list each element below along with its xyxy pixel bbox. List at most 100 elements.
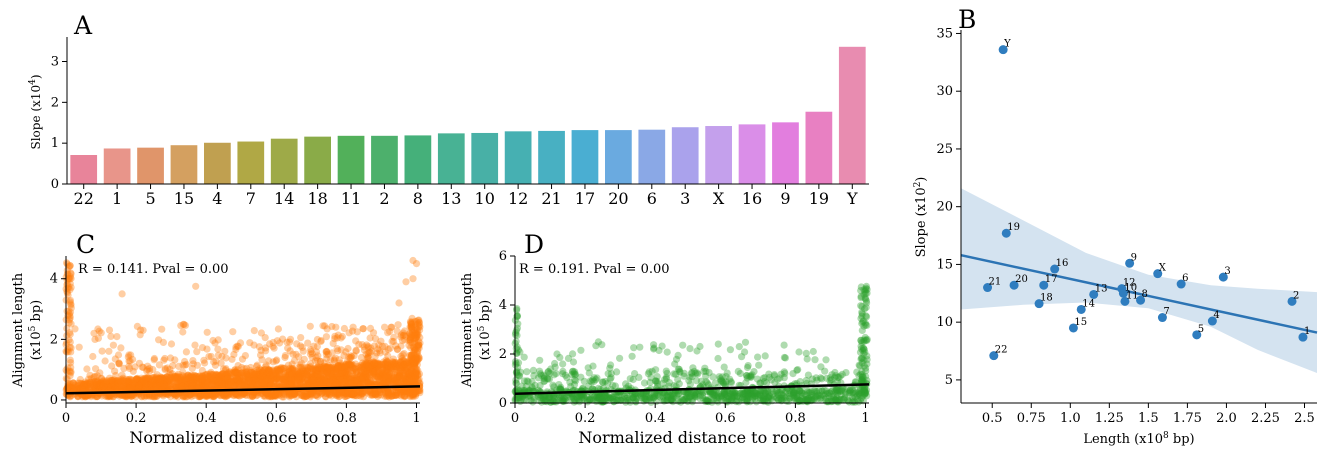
c-point (201, 378, 209, 387)
c-point (379, 366, 387, 374)
c-point (191, 341, 199, 349)
b-xtick-label: 2.0 (1216, 411, 1237, 426)
c-xtick-label: 1 (412, 411, 420, 426)
c-point (228, 355, 236, 363)
c-point (331, 364, 339, 372)
d-point (795, 348, 803, 356)
d-point (553, 350, 561, 358)
c-point (244, 377, 252, 385)
c-point (331, 377, 339, 385)
c-point (374, 374, 382, 382)
c-point (387, 363, 395, 371)
c-point (81, 393, 89, 401)
a-xtick-label: 13 (441, 189, 461, 208)
c-point (199, 376, 207, 384)
c-point (291, 371, 299, 379)
c-point (225, 381, 233, 389)
d-point (512, 379, 521, 387)
c-point (308, 376, 316, 384)
c-point (370, 363, 378, 371)
c-point (263, 369, 271, 377)
b-point-label: 17 (1045, 274, 1058, 285)
d-point (590, 377, 598, 386)
c-point (229, 328, 237, 336)
c-point (317, 376, 325, 384)
c-point (291, 372, 299, 380)
c-point (386, 327, 394, 336)
c-point (402, 278, 410, 286)
c-point (273, 366, 281, 374)
b-point-label: 6 (1182, 273, 1188, 284)
b-point (1157, 313, 1167, 323)
c-point (340, 368, 348, 376)
c-point (199, 377, 207, 385)
d-point (653, 373, 661, 381)
c-point (212, 372, 220, 380)
a-bar (705, 126, 732, 184)
c-point (342, 390, 350, 398)
c-point (311, 372, 319, 380)
panel-c-label: C (76, 230, 95, 259)
d-point (514, 346, 523, 354)
d-point (679, 341, 687, 349)
c-point (341, 390, 350, 398)
c-point (416, 333, 424, 342)
c-point (158, 380, 166, 388)
c-point (156, 379, 164, 387)
c-point (323, 364, 331, 372)
c-point (311, 365, 319, 373)
b-point-label: Y (1003, 39, 1011, 50)
d-point (714, 354, 722, 363)
c-point (67, 383, 75, 391)
c-point (257, 346, 265, 354)
c-point (271, 369, 279, 377)
c-point (205, 372, 214, 381)
c-point (408, 323, 416, 331)
c-point (235, 376, 243, 384)
c-point (67, 359, 75, 367)
c-point (403, 389, 411, 397)
d-point (609, 381, 617, 390)
c-point (285, 391, 293, 399)
c-point (231, 377, 239, 385)
c-point (103, 379, 111, 387)
c-point (291, 371, 299, 379)
c-point (309, 373, 317, 381)
c-point (278, 393, 286, 401)
d-point (629, 375, 637, 384)
a-xtick-label: 17 (575, 189, 595, 208)
c-point (166, 382, 174, 390)
c-point (338, 364, 346, 372)
c-point (325, 379, 333, 387)
c-point (347, 391, 355, 399)
c-point (403, 387, 411, 395)
c-point (335, 389, 343, 397)
c-point (258, 368, 266, 377)
b-xtick-label: 1.25 (1095, 411, 1124, 426)
b-point (1136, 295, 1146, 305)
c-point (387, 361, 396, 369)
c-point (266, 372, 274, 380)
c-point (90, 385, 98, 394)
b-point (989, 351, 999, 361)
d-point (529, 366, 538, 374)
c-xtick-label: 0.6 (266, 411, 287, 426)
d-point (862, 312, 870, 320)
c-point (232, 390, 240, 398)
c-point (272, 357, 280, 365)
c-point (207, 352, 215, 361)
c-point (172, 384, 180, 392)
c-point (232, 380, 240, 389)
c-point (226, 382, 234, 390)
c-point (166, 381, 174, 390)
c-point (289, 367, 297, 375)
c-point (272, 391, 280, 399)
c-point (207, 392, 215, 400)
c-point (179, 392, 187, 400)
c-point (379, 379, 387, 387)
c-point (317, 337, 325, 346)
c-point (161, 366, 169, 374)
c-point (172, 383, 180, 392)
c-point (134, 376, 142, 384)
c-point (134, 383, 142, 391)
